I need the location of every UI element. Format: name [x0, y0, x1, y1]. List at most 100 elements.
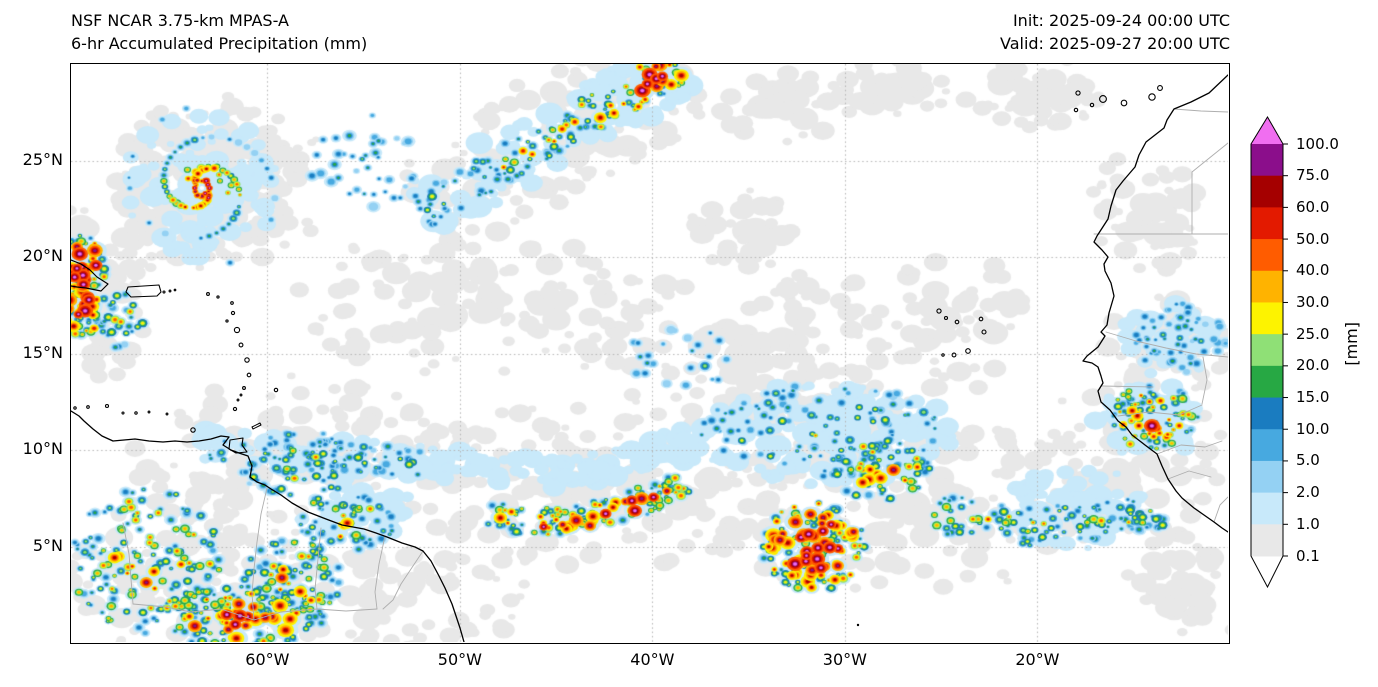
lon-tick-label: 40°W	[630, 650, 675, 669]
island-outline	[246, 372, 251, 377]
island-outline	[229, 300, 234, 305]
island-outline	[173, 288, 176, 291]
colorbar-band	[1251, 334, 1283, 367]
colorbar-tick-label: 20.0	[1296, 356, 1330, 375]
island-outline	[215, 294, 220, 299]
field-title: 6-hr Accumulated Precipitation (mm)	[71, 34, 368, 53]
island-outline	[273, 387, 278, 392]
puerto-rico-coastline	[124, 283, 162, 298]
island-outline	[236, 398, 239, 401]
island-outline	[104, 403, 109, 408]
island-outline	[230, 310, 235, 315]
colorbar-band	[1251, 460, 1283, 494]
island-outline	[1074, 89, 1081, 96]
title-block: NSF NCAR 3.75-km MPAS-A 6-hr Accumulated…	[71, 9, 367, 55]
colorbar-band	[1251, 524, 1283, 557]
country-border	[314, 527, 321, 609]
island-outline	[940, 352, 945, 357]
island-outline	[978, 316, 983, 321]
colorbar: 100.0 75.0 60.0 50.0 40.0 30.0 25.0 20.0 15.0 10.…	[1250, 116, 1378, 596]
country-border	[122, 522, 133, 604]
island-outline	[72, 405, 77, 410]
colorbar-tick-label: 100.0	[1296, 134, 1339, 153]
country-border	[1167, 470, 1211, 479]
colorbar-tick-label: 2.0	[1296, 483, 1320, 502]
colorbar-extend-triangle	[1251, 556, 1283, 587]
precipitation-field	[70, 63, 1228, 642]
country-border	[1101, 385, 1153, 387]
colorbar-band	[1251, 144, 1283, 177]
colorbar-tick-label: 10.0	[1296, 419, 1330, 438]
colorbar-band	[1251, 207, 1283, 240]
island-outline	[951, 352, 956, 357]
island-outline	[205, 291, 210, 296]
lon-tick-label: 50°W	[437, 650, 482, 669]
lat-tick-label: 25°N	[22, 149, 63, 169]
colorbar-band	[1251, 429, 1283, 462]
colorbar-band	[1251, 365, 1283, 399]
valid-time: Valid: 2025-09-27 20:00 UTC	[999, 34, 1230, 53]
model-title: NSF NCAR 3.75-km MPAS-A	[71, 11, 289, 30]
island-outline	[1098, 94, 1107, 103]
island-outline	[238, 342, 243, 347]
island-outline	[243, 356, 250, 363]
country-border	[1191, 142, 1228, 234]
island-outline	[168, 289, 171, 292]
colorbar-band	[1251, 397, 1283, 430]
colorbar-tick-label: 5.0	[1296, 451, 1320, 470]
island-outline	[224, 318, 229, 323]
colorbar-band	[1251, 492, 1283, 525]
lat-tick-label: 10°N	[22, 439, 63, 459]
island-outline	[165, 412, 168, 415]
country-border	[251, 487, 267, 620]
country-border	[132, 603, 377, 620]
island-outline	[964, 347, 971, 354]
island-outline	[85, 404, 90, 409]
colorbar-tick-label: 60.0	[1296, 197, 1330, 216]
lon-tick-label: 20°W	[1015, 650, 1060, 669]
island-outline	[133, 410, 138, 415]
hispaniola-coastline	[70, 258, 109, 292]
colorbar-units-label: [mm]	[1342, 322, 1361, 366]
island-outline	[954, 319, 959, 324]
colorbar-band	[1251, 175, 1283, 208]
island-outline	[232, 406, 237, 411]
island-outline	[1089, 102, 1094, 107]
island-outline	[1156, 84, 1163, 91]
island-outline	[943, 315, 948, 320]
country-border	[374, 535, 385, 609]
lon-tick-label: 60°W	[245, 650, 290, 669]
colorbar-tick-label: 0.1	[1296, 546, 1320, 565]
island-outline	[147, 410, 150, 413]
trinidad-coastline	[227, 436, 248, 454]
init-time: Init: 2025-09-24 00:00 UTC	[1012, 11, 1230, 30]
country-border	[1173, 108, 1228, 112]
time-block: Init: 2025-09-24 00:00 UTC Valid: 2025-0…	[1000, 9, 1230, 55]
south-america-coastline	[70, 409, 465, 642]
coastlines-overlay	[70, 73, 1228, 642]
colorbar-extend-triangle	[1251, 117, 1283, 144]
island-outline	[189, 426, 196, 433]
island-outline	[1147, 92, 1156, 101]
country-border	[1117, 404, 1202, 416]
island-outline	[161, 289, 166, 294]
country-border	[1213, 496, 1228, 522]
colorbar-band	[1251, 302, 1283, 335]
lon-tick-label: 30°W	[822, 650, 867, 669]
colorbar-tick-label: 75.0	[1296, 166, 1330, 185]
island-outline	[233, 326, 240, 333]
island-outline	[1073, 107, 1078, 112]
country-border	[382, 550, 423, 609]
colorbar-swatches	[1250, 116, 1288, 588]
island-outline	[241, 385, 246, 390]
country-border	[1156, 440, 1222, 454]
colorbar-tick-label: 50.0	[1296, 229, 1330, 248]
colorbar-tick-label: 1.0	[1296, 514, 1320, 533]
lat-tick-label: 5°N	[32, 535, 63, 555]
country-border	[1201, 356, 1207, 404]
lat-tick-label: 20°N	[22, 246, 63, 266]
map-panel	[69, 62, 1230, 644]
africa-coastline	[1081, 73, 1228, 533]
colorbar-tick-label: 40.0	[1296, 261, 1330, 280]
